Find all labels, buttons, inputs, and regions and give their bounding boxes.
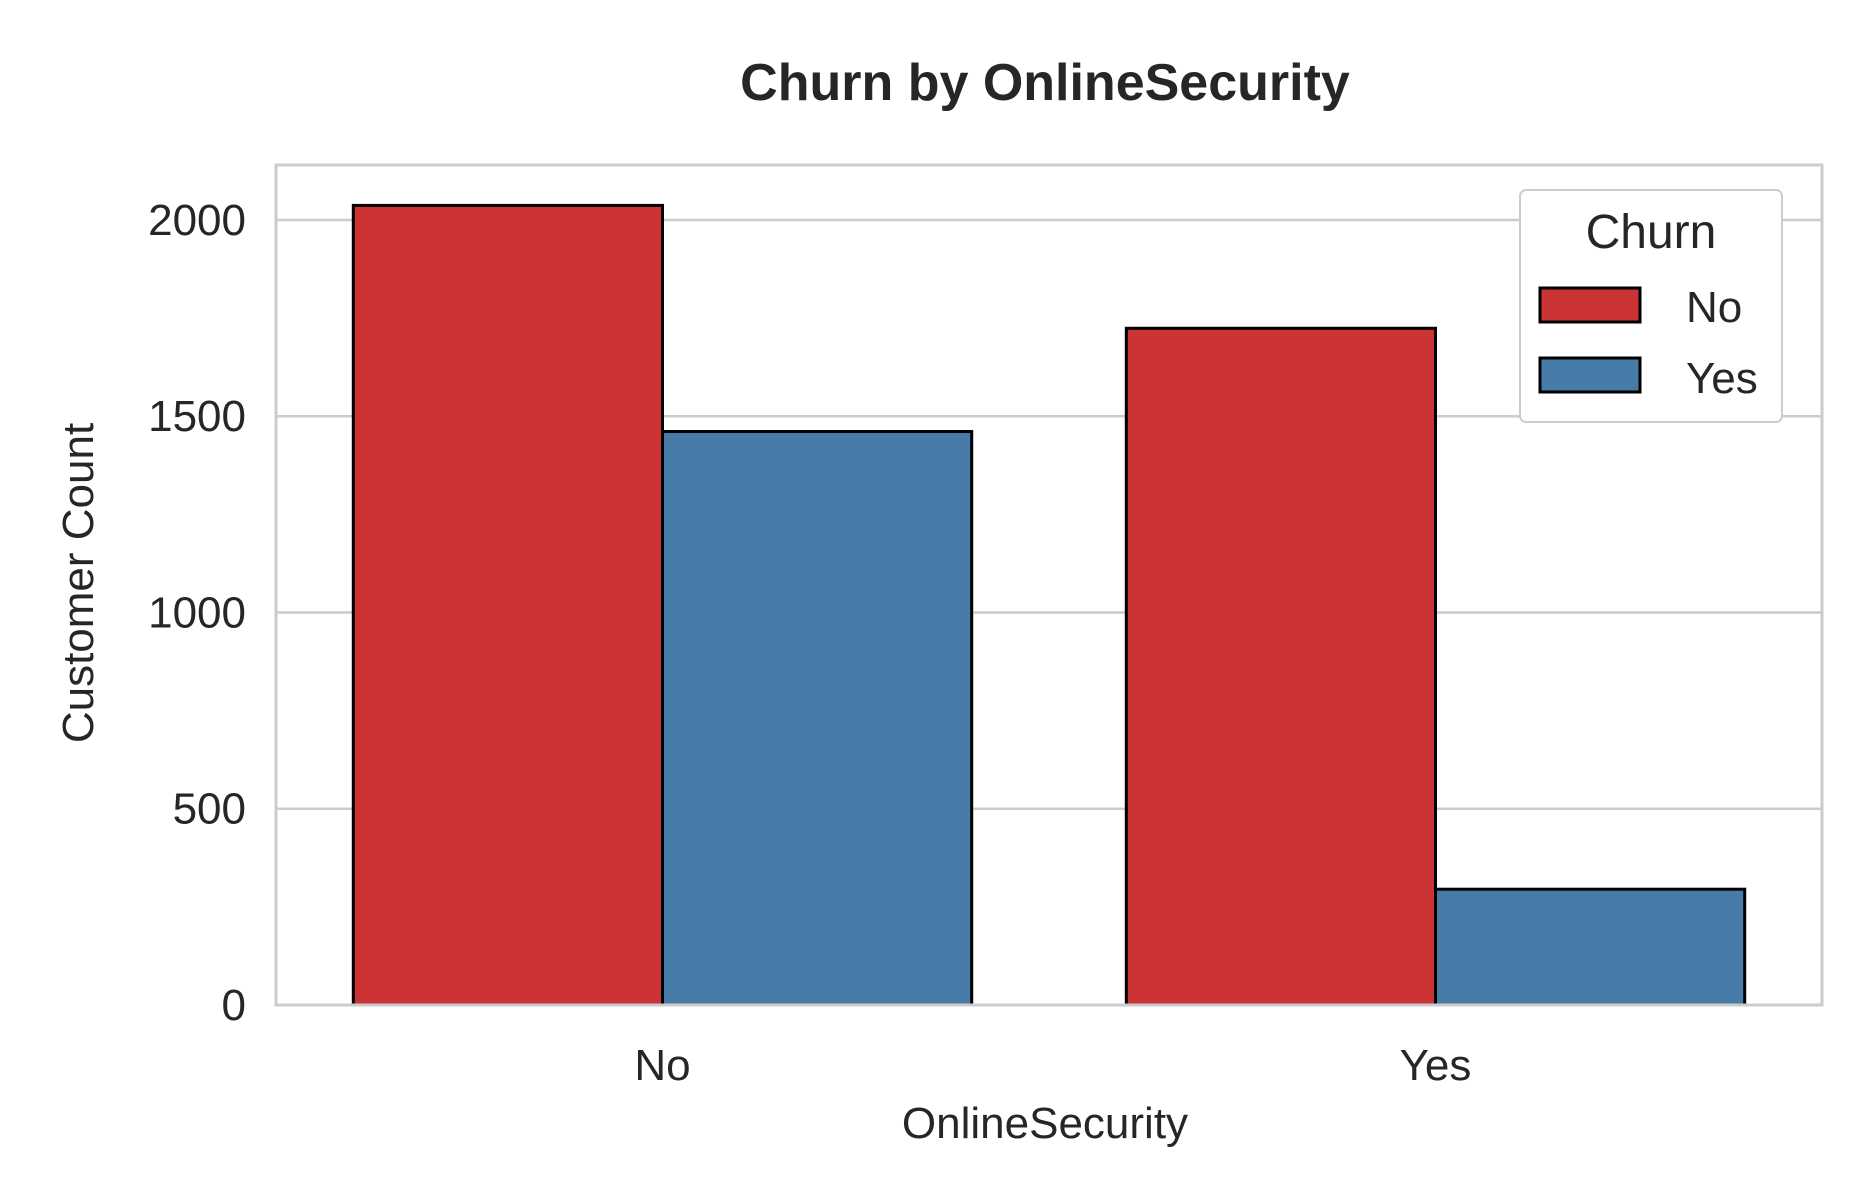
x-axis-label: OnlineSecurity [902,1099,1188,1148]
chart-title: Churn by OnlineSecurity [740,54,1350,112]
x-tick-label: No [634,1041,690,1090]
legend-label-no: No [1686,283,1742,332]
y-tick-label: 0 [222,981,246,1030]
y-tick-label: 1500 [148,392,246,441]
bar-yes-churn-no [1124,326,1438,1007]
legend-swatch-no [1538,286,1642,324]
y-axis-label: Customer Count [54,423,103,743]
x-axis-ticks: No Yes [634,1041,1471,1090]
y-tick-label: 500 [173,785,246,834]
plot-frame [274,163,1824,1007]
legend-label-yes: Yes [1686,354,1758,403]
legend-title: Churn [1586,206,1717,259]
legend-swatch-yes [1538,356,1642,394]
y-tick-label: 2000 [148,196,246,245]
y-axis-ticks: 0 500 1000 1500 2000 [148,196,246,1030]
bar-no-churn-yes [661,430,974,1007]
bars [351,203,1747,1007]
x-tick-label: Yes [1400,1041,1472,1090]
y-tick-label: 1000 [148,588,246,637]
bar-no-churn-no [351,203,664,1007]
bar-yes-churn-yes [1434,887,1747,1007]
legend: Churn No Yes [1519,189,1783,423]
